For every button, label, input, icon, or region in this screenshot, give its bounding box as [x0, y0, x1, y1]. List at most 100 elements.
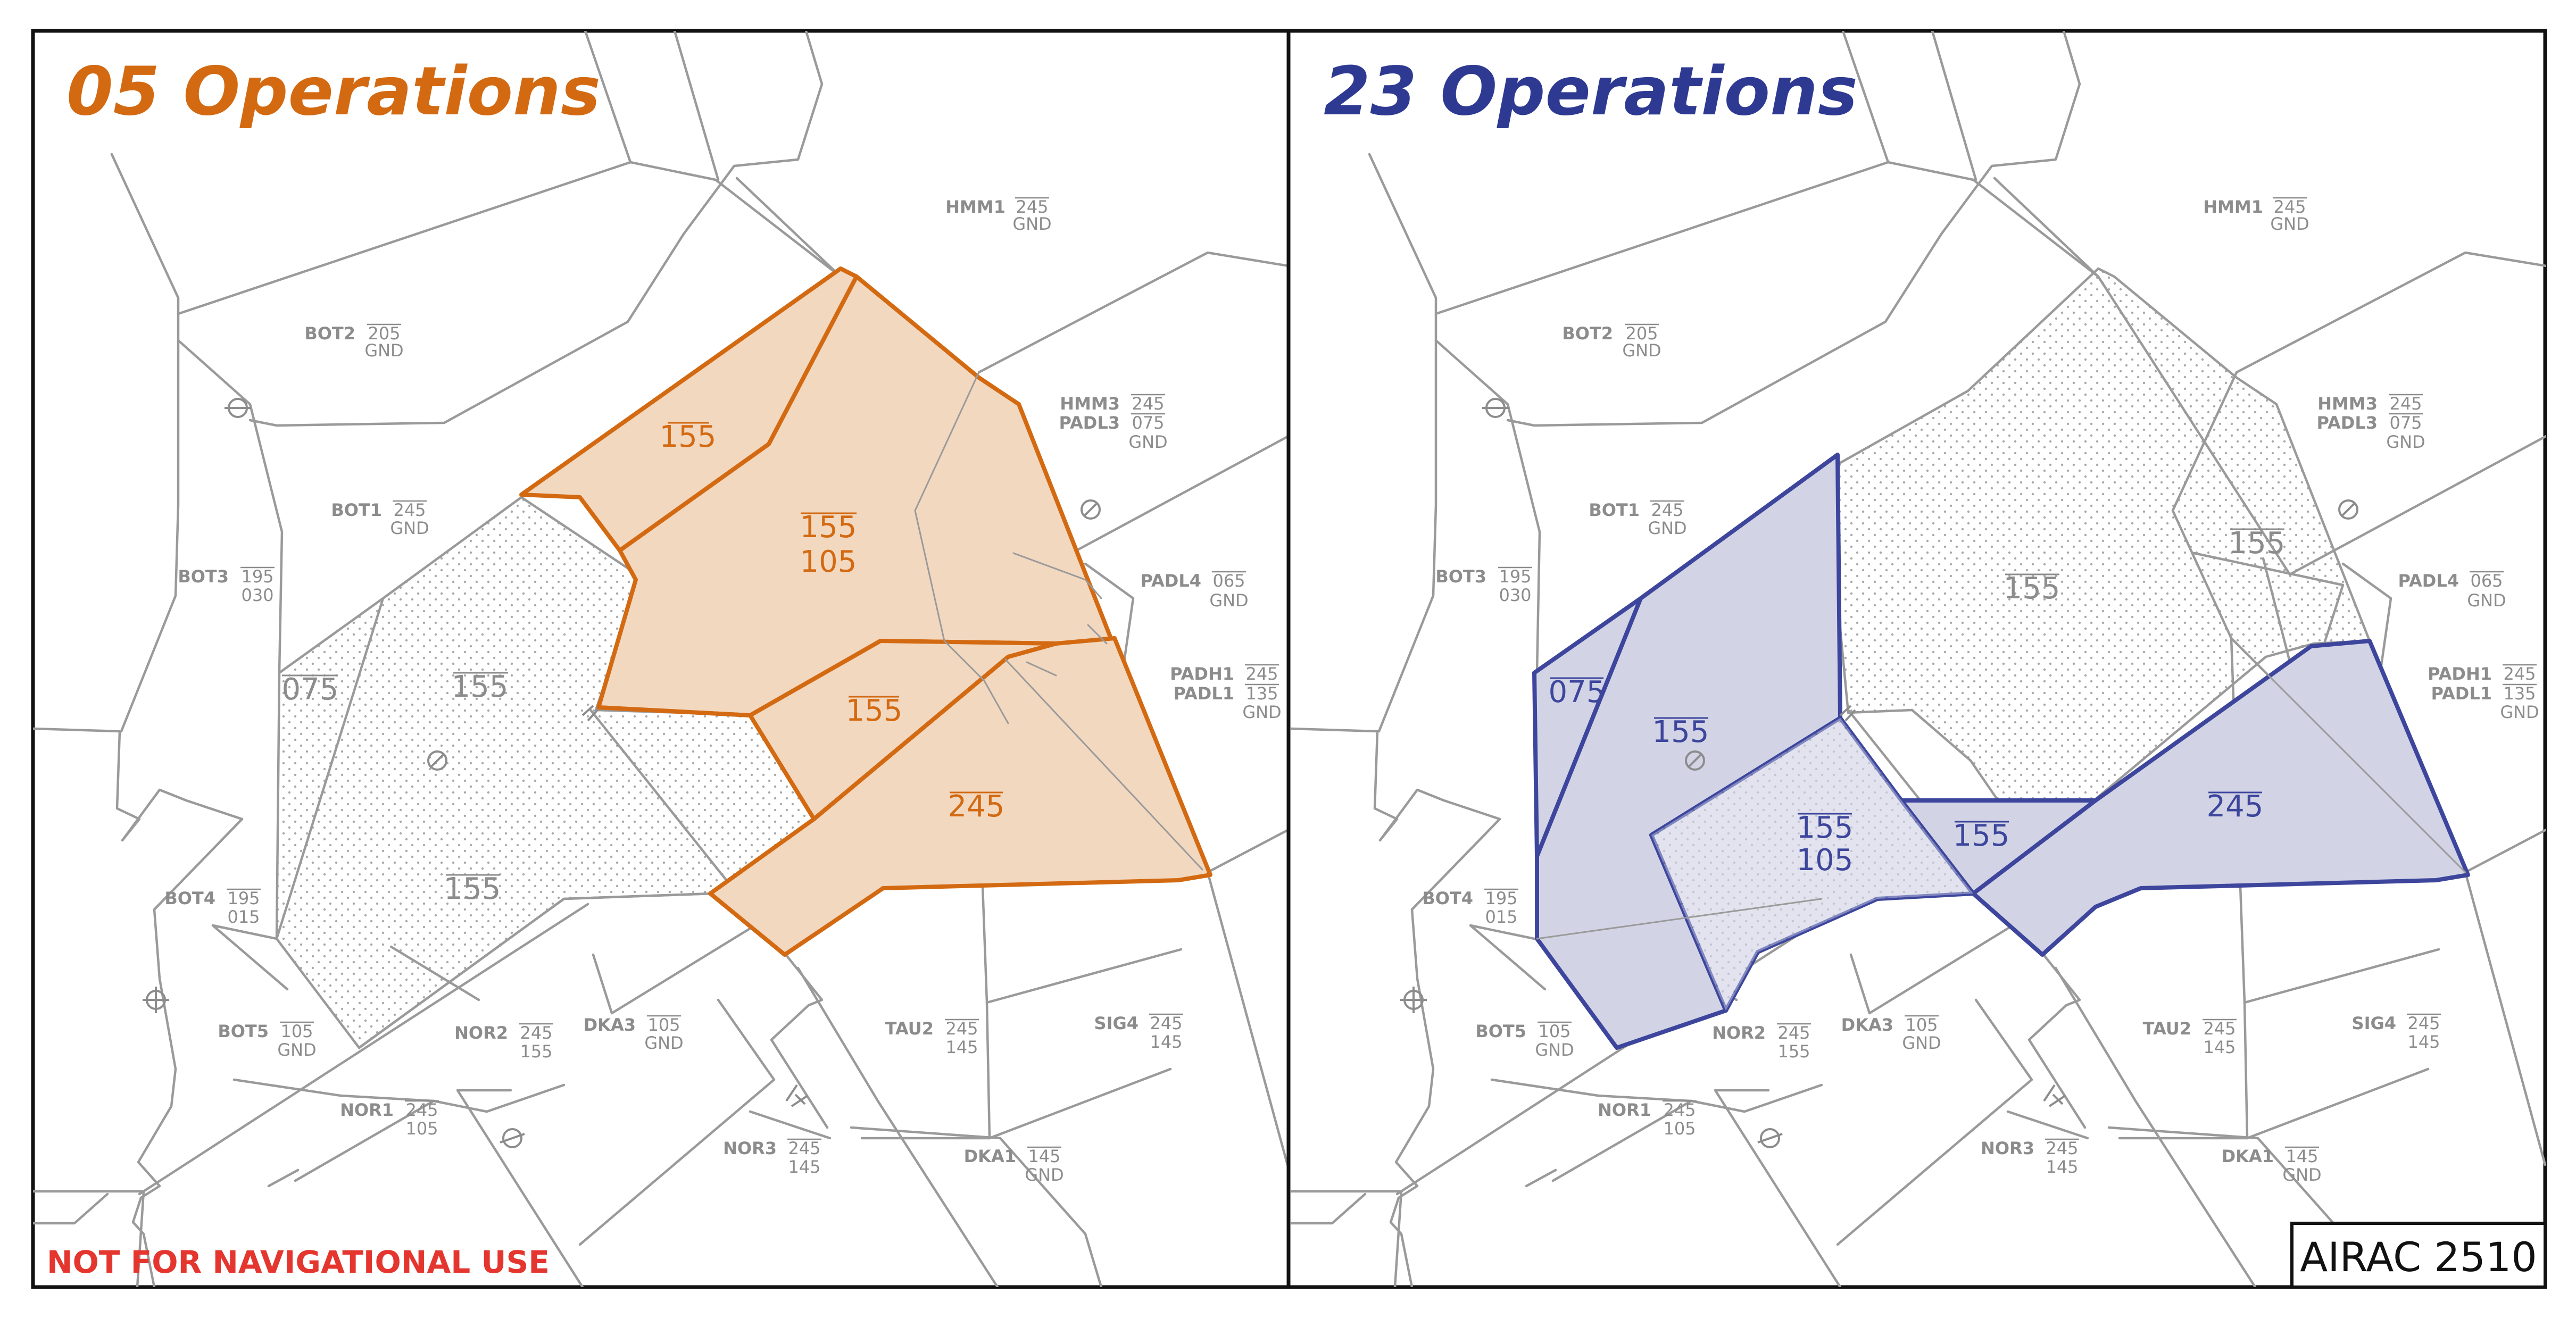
heliport-icon — [581, 705, 599, 722]
sector-ceiling: 105 — [647, 1015, 680, 1035]
sector-ceiling: 245 — [2407, 1013, 2440, 1033]
airport-icon — [143, 987, 169, 1013]
sector-floor: GND — [2467, 590, 2506, 611]
sector-ceiling: 145 — [2286, 1146, 2318, 1166]
sector-ceiling: 245 — [405, 1100, 438, 1120]
sector-floor: 015 — [227, 907, 260, 927]
area-label-075: 075 — [282, 672, 339, 707]
sector-ceiling: 105 — [1905, 1015, 1938, 1035]
sector-ceiling: 245 — [1663, 1100, 1696, 1120]
sector-ceiling: 135 — [1245, 683, 1278, 704]
dotted-overlay — [1651, 718, 1973, 1011]
sector-name: DKA3 — [1841, 1015, 1893, 1035]
airfield-icon — [427, 750, 447, 771]
sector-floor: GND — [1902, 1033, 1941, 1053]
sector-floor: 145 — [2046, 1157, 2078, 1177]
sector-ceiling: 245 — [788, 1138, 820, 1158]
sector-name: PADL4 — [2398, 571, 2459, 591]
sector-floor: GND — [1535, 1040, 1574, 1060]
panel-23-operations: 075 155 155 105 155 245 155 155 — [1286, 29, 2547, 1289]
map-area[interactable]: 155 155 105 155 245 075 155 155 — [33, 31, 1289, 1287]
sector-245-east[interactable] — [1971, 639, 2470, 957]
sector-name: BOT2 — [1562, 323, 1613, 344]
sector-ceiling: 075 — [2389, 413, 2422, 433]
sector-ceiling: 245 — [1245, 664, 1278, 684]
airac-cycle: AIRAC 2510 — [2300, 1233, 2537, 1281]
overlay-boundary — [2230, 637, 2466, 873]
sector-name: PADL3 — [2317, 413, 2378, 433]
sector-label-105: 105 — [1797, 843, 1854, 878]
sector-name: BOT3 — [178, 566, 229, 587]
sector-name: HMM3 — [2317, 394, 2378, 414]
sector-floor: 155 — [1777, 1041, 1810, 1062]
airfield-icon — [1685, 750, 1705, 771]
airfield-icon — [2338, 499, 2358, 520]
sector-floor: 145 — [945, 1037, 978, 1057]
sector-floor: 145 — [2407, 1032, 2440, 1052]
sector-name: SIG4 — [2352, 1013, 2396, 1033]
sector-ceiling: 245 — [1651, 500, 1683, 520]
sector-name: DKA1 — [964, 1146, 1016, 1166]
sector-name: BOT2 — [304, 323, 355, 344]
sector-name: PADH1 — [1170, 664, 1234, 684]
sector-label-155-east: 155 — [1953, 819, 2010, 853]
area-label-155-east: 155 — [2229, 526, 2286, 561]
heliport-icon — [785, 1084, 809, 1107]
sector-label-155b: 155 — [800, 510, 857, 545]
sector-labels-left: HMM1 245 GND BOT2 205 GND HMM3 245 PADL3… — [164, 197, 1281, 1185]
sector-name: BOT5 — [1475, 1021, 1526, 1041]
sector-name: PADL1 — [2431, 683, 2492, 704]
sector-245[interactable] — [708, 636, 1212, 957]
sector-name: DKA1 — [2222, 1146, 2274, 1166]
sector-name: BOT4 — [164, 888, 215, 908]
area-label-155-west: 155 — [452, 670, 509, 704]
sector-floor: GND — [2270, 214, 2309, 234]
sector-name: PADH1 — [2428, 664, 2492, 684]
airport-icon — [225, 398, 251, 418]
sector-name: SIG4 — [1094, 1013, 1139, 1033]
map-area[interactable]: 075 155 155 105 155 245 155 155 — [1291, 31, 2546, 1287]
sector-floor: GND — [1209, 590, 1248, 611]
area-label-155-south: 155 — [444, 872, 501, 906]
sector-name: NOR2 — [1712, 1023, 1766, 1043]
sector-floor: 030 — [1499, 585, 1531, 605]
sector-label-245: 245 — [948, 789, 1005, 824]
sector-name: HMM1 — [2203, 197, 2263, 217]
sector-label-245: 245 — [2207, 789, 2264, 824]
heliport-icon — [2043, 1084, 2066, 1107]
sector-ceiling: 065 — [1212, 571, 1245, 591]
sector-name: NOR3 — [723, 1138, 777, 1158]
panel-title: 05 Operations — [67, 52, 601, 130]
sector-ceiling: 245 — [1777, 1023, 1810, 1043]
airport-icon — [1757, 1128, 1783, 1148]
airfield-icon — [1081, 499, 1101, 520]
sector-ceiling: 245 — [2389, 394, 2422, 414]
airport-icon — [500, 1128, 525, 1148]
sector-name: HMM3 — [1060, 394, 1120, 414]
sector-name: HMM1 — [945, 197, 1006, 217]
sector-name: BOT1 — [331, 500, 382, 520]
sector-ceiling: 245 — [2203, 1019, 2236, 1039]
sector-name: PADL1 — [1174, 683, 1235, 704]
sector-boundaries — [1291, 31, 2546, 1287]
sector-ceiling: 075 — [1132, 413, 1164, 433]
sector-ceiling: 205 — [1625, 323, 1658, 344]
sector-ceiling: 245 — [1016, 197, 1048, 217]
sector-ceiling: 195 — [227, 888, 260, 908]
sector-name: NOR2 — [454, 1023, 508, 1043]
sector-ceiling: 195 — [241, 566, 273, 587]
overlay-boundary — [1536, 898, 1823, 940]
sector-floor: 145 — [788, 1157, 820, 1177]
panel-title: 23 Operations — [1324, 52, 1858, 130]
sector-ceiling: 195 — [1485, 888, 1517, 908]
sector-floor: 015 — [1485, 907, 1517, 927]
sector-label-155a: 155 — [660, 420, 717, 454]
sector-name: NOR1 — [1598, 1100, 1651, 1120]
highlighted-sectors-05 — [519, 266, 1212, 957]
sector-floor: GND — [1128, 432, 1167, 452]
sector-floor: 145 — [1150, 1032, 1182, 1052]
sector-name: BOT1 — [1589, 500, 1640, 520]
sector-label-155-west: 155 — [1652, 715, 1709, 749]
sector-ceiling: 245 — [393, 500, 426, 520]
sector-floor: 155 — [520, 1041, 552, 1062]
